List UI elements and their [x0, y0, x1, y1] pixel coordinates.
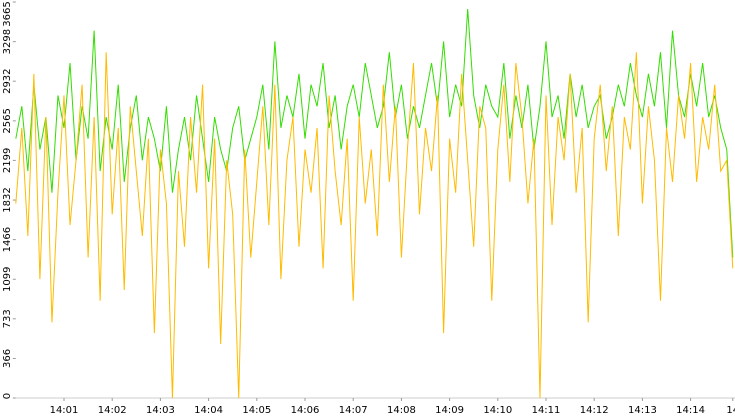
series-line: [15, 8, 734, 258]
x-tick-label: 14:11: [532, 405, 561, 415]
x-tick-label: 14:07: [339, 405, 368, 415]
y-tick-label: 2932: [2, 68, 13, 93]
y-tick-label: 2199: [2, 148, 13, 173]
y-tick-label: 733: [2, 309, 13, 328]
x-tick-label: 14:01: [50, 405, 79, 415]
series-line: [15, 52, 734, 399]
x-tick-label: 14:13: [628, 405, 657, 415]
x-tick-label: 14:06: [291, 405, 320, 415]
y-tick-label: 1099: [2, 267, 13, 292]
x-tick-label: 14: [726, 405, 735, 415]
y-tick-label: 0: [2, 393, 13, 399]
x-tick-label: 14:08: [387, 405, 416, 415]
x-tick-label: 14:03: [146, 405, 175, 415]
x-tick-label: 14:05: [242, 405, 271, 415]
y-tick-label: 366: [2, 349, 13, 368]
x-tick-label: 14:10: [483, 405, 512, 415]
y-tick-label: 1832: [2, 187, 13, 212]
y-tick-label: 1466: [2, 227, 13, 252]
y-tick-label: 3298: [2, 29, 13, 54]
y-tick-label: 3665: [2, 1, 13, 26]
y-tick-label: 2565: [2, 108, 13, 133]
x-tick-label: 14:12: [580, 405, 609, 415]
x-tick-label: 14:09: [435, 405, 464, 415]
x-tick-label: 14:14: [676, 405, 705, 415]
x-tick-label: 14:04: [194, 405, 223, 415]
x-tick-label: 14:02: [98, 405, 127, 415]
